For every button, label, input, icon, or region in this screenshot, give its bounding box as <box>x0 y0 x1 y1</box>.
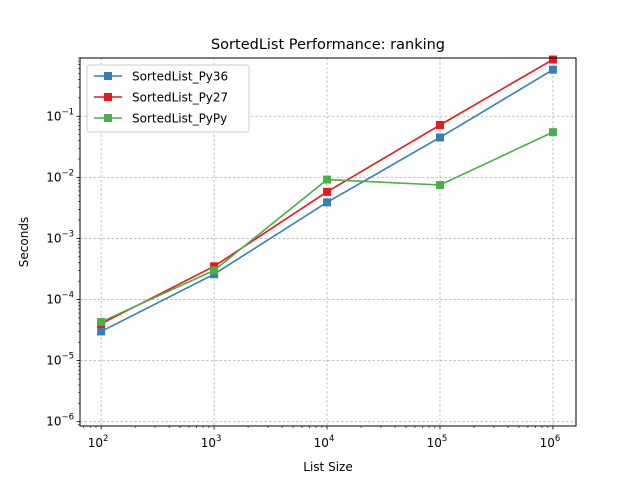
y-tick-label: 10−2 <box>46 168 74 184</box>
y-tick-base: 10 <box>46 415 61 429</box>
y-tick-base: 10 <box>46 354 61 368</box>
y-tick-base: 10 <box>46 293 61 307</box>
y-tick-exponent: −3 <box>61 229 74 239</box>
legend-item: SortedList_Py27 <box>94 91 228 105</box>
data-point-marker <box>210 266 219 275</box>
x-tick-label: 104 <box>314 434 335 450</box>
data-point-marker <box>210 262 219 271</box>
x-tick-exponent: 3 <box>216 434 221 444</box>
data-point-marker <box>435 120 444 129</box>
data-point-marker <box>323 198 332 207</box>
data-point-marker <box>435 180 444 189</box>
x-tick-base: 10 <box>201 436 216 450</box>
x-tick-exponent: 6 <box>555 434 560 444</box>
legend: SortedList_Py36 SortedList_Py27 SortedList… <box>86 64 250 133</box>
legend-item: SortedList_Py36 <box>94 70 228 84</box>
x-axis-label: List Size <box>303 460 352 474</box>
y-tick-label: 10−1 <box>46 107 74 123</box>
y-tick-exponent: −1 <box>61 107 74 117</box>
x-tick-label: 105 <box>427 434 448 450</box>
x-tick-label: 103 <box>201 434 222 450</box>
x-tick-exponent: 4 <box>329 434 334 444</box>
legend-item: SortedList_PyPy <box>94 112 227 126</box>
chart-title: SortedList Performance: ranking <box>211 37 445 53</box>
x-tick-label: 106 <box>540 434 561 450</box>
plot-frame <box>79 57 577 427</box>
legend-marker <box>104 72 112 80</box>
y-tick-label: 10−6 <box>46 413 74 429</box>
legend-label: SortedList_Py36 <box>132 70 228 84</box>
legend-marker <box>104 114 112 122</box>
legend-box <box>86 64 250 133</box>
data-point-marker <box>548 65 557 74</box>
series-2 <box>97 128 557 326</box>
x-tick-label: 102 <box>88 434 109 450</box>
x-tick-exponent: 2 <box>103 434 108 444</box>
legend-marker <box>104 93 112 101</box>
x-tick-base: 10 <box>427 436 442 450</box>
data-point-marker <box>323 187 332 196</box>
y-tick-exponent: −5 <box>61 352 74 362</box>
data-point-marker <box>97 327 106 336</box>
y-tick-label: 10−4 <box>46 291 74 307</box>
data-point-marker <box>97 317 106 326</box>
x-tick-exponent: 5 <box>442 434 447 444</box>
y-tick-base: 10 <box>46 170 61 184</box>
y-tick-label: 10−5 <box>46 352 74 368</box>
y-tick-label: 10−3 <box>46 229 74 245</box>
x-axis-ticks: 102 103 104 105 106 <box>83 426 561 450</box>
data-point-marker <box>435 133 444 142</box>
y-axis-label: Seconds <box>17 217 31 267</box>
data-point-marker <box>323 175 332 184</box>
y-tick-base: 10 <box>46 109 61 123</box>
x-tick-base: 10 <box>88 436 103 450</box>
y-tick-exponent: −4 <box>61 291 74 301</box>
y-tick-base: 10 <box>46 231 61 245</box>
y-tick-exponent: −2 <box>61 168 74 178</box>
series-lines <box>97 55 557 336</box>
y-tick-exponent: −6 <box>61 413 74 423</box>
data-point-marker <box>548 55 557 64</box>
y-axis-ticks: 10−610−510−410−310−210−1 <box>46 57 80 429</box>
data-point-marker <box>548 128 557 137</box>
legend-label: SortedList_PyPy <box>132 112 227 126</box>
legend-label: SortedList_Py27 <box>132 91 228 105</box>
x-tick-base: 10 <box>540 436 555 450</box>
x-tick-base: 10 <box>314 436 329 450</box>
